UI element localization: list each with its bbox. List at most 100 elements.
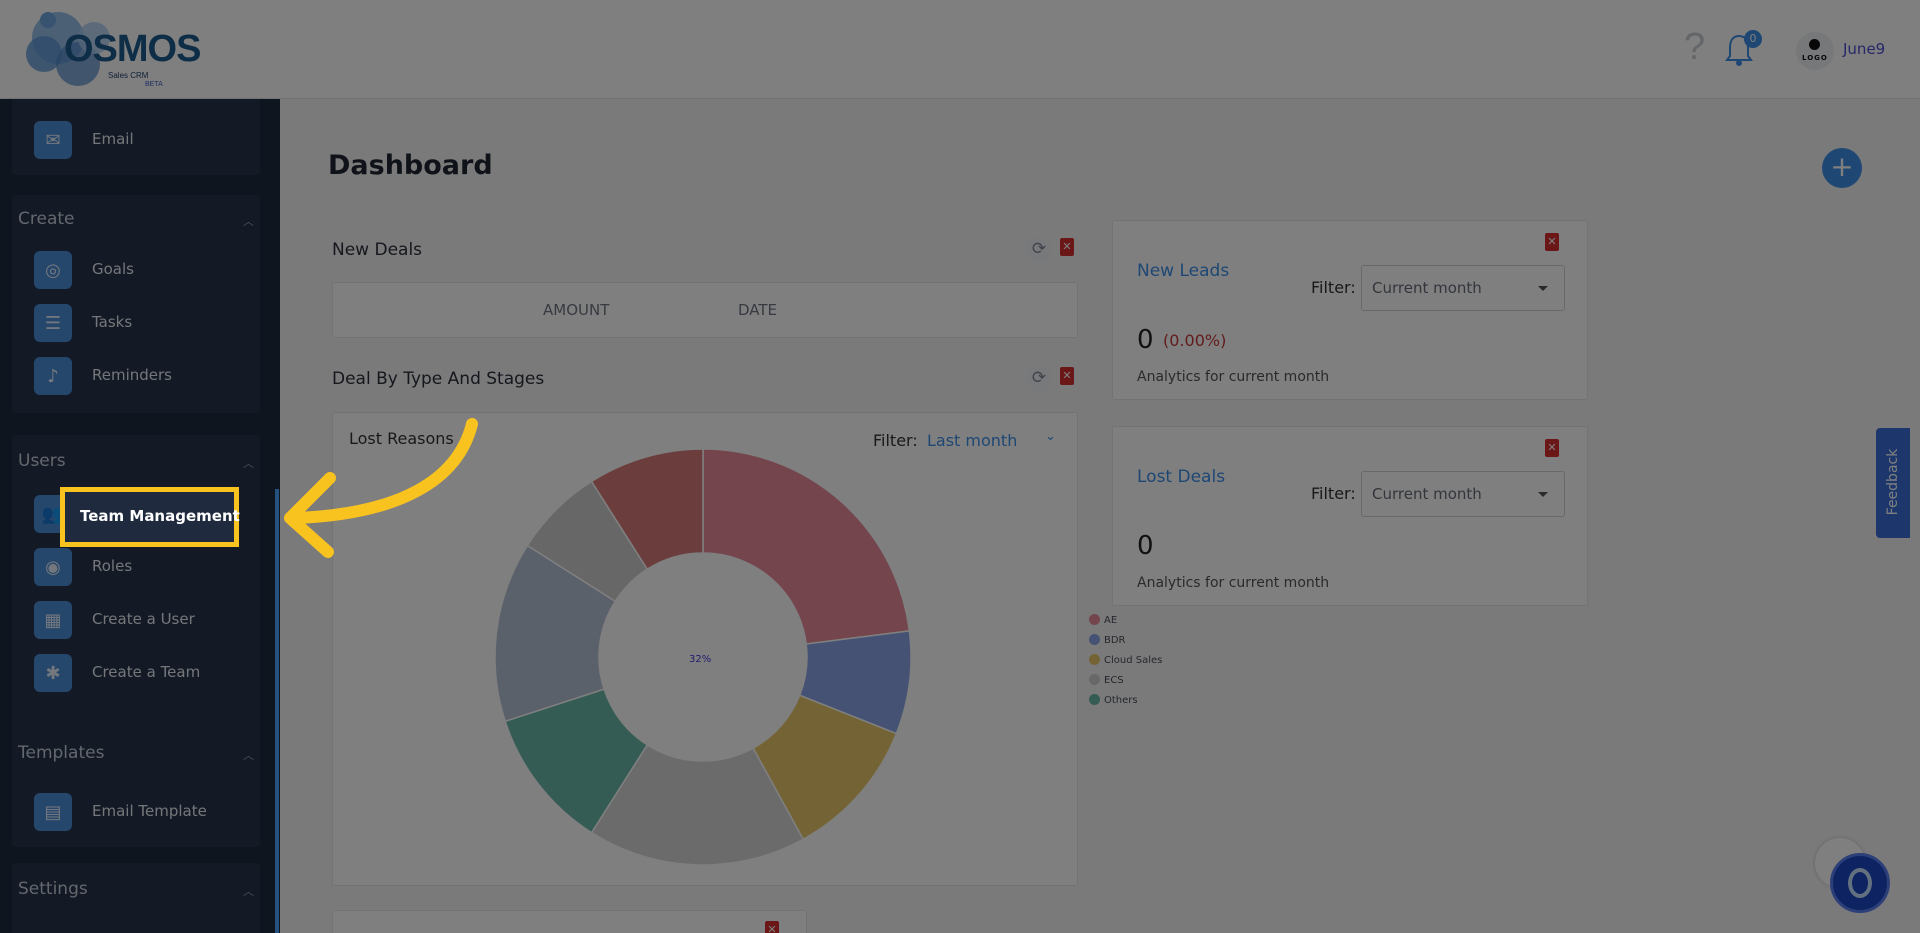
sidebar-scrollbar[interactable]: [275, 489, 279, 933]
delete-icon[interactable]: ✕: [1060, 367, 1074, 385]
sidebar-item-label: Email: [92, 130, 134, 148]
legend-item[interactable]: Others: [1089, 694, 1138, 706]
legend-item[interactable]: AE: [1089, 614, 1117, 626]
legend-dot-icon: [1089, 674, 1100, 685]
chat-button[interactable]: [1830, 853, 1890, 913]
delete-icon[interactable]: ✕: [1545, 233, 1559, 251]
sidebar-item-email-template[interactable]: ▤ Email Template: [34, 793, 254, 831]
filter-value: Current month: [1372, 279, 1482, 297]
column-header[interactable]: DATE: [738, 301, 778, 319]
lost-deals-title[interactable]: Lost Deals: [1137, 467, 1226, 487]
lost-deals-value: 0: [1137, 531, 1154, 561]
sidebar-top-card: ✉ Email: [12, 99, 260, 175]
legend-dot-icon: [1089, 634, 1100, 645]
new-leads-value: 0: [1137, 325, 1154, 355]
new-deals-title: New Deals: [332, 240, 423, 260]
avatar-label: LOGO: [1802, 54, 1828, 62]
chat-icon: [1848, 868, 1872, 898]
section-title[interactable]: Create: [18, 209, 75, 229]
grid-icon: ▦: [34, 601, 72, 639]
chevron-up-icon[interactable]: ︿: [243, 885, 254, 898]
chevron-up-icon[interactable]: ︿: [243, 215, 254, 228]
sidebar-item-goals[interactable]: ◎ Goals: [34, 251, 254, 289]
analytics-note: Analytics for current month: [1137, 575, 1330, 591]
feedback-tab[interactable]: Feedback: [1876, 428, 1910, 538]
sidebar-item-reminders[interactable]: ♪ Reminders: [34, 357, 254, 395]
envelope-icon: ✉: [34, 121, 72, 159]
sidebar-item-label: Goals: [92, 260, 134, 278]
bell-icon: ♪: [34, 357, 72, 395]
avatar[interactable]: LOGO: [1796, 32, 1834, 70]
filter-value: Current month: [1372, 485, 1482, 503]
pie-slice[interactable]: [702, 448, 911, 645]
filter-select[interactable]: Current month: [1361, 265, 1565, 311]
sidebar-section-create: Create ︿ ◎ Goals ☰ Tasks ♪ Reminders: [12, 195, 260, 413]
sidebar-section-settings: Settings ︿: [12, 863, 260, 933]
username[interactable]: June9: [1843, 40, 1886, 58]
group-icon: ✱: [34, 654, 72, 692]
sidebar-item-email[interactable]: ✉ Email: [34, 121, 254, 159]
sidebar-item-label: Tasks: [92, 313, 133, 331]
sidebar-item-roles[interactable]: ◉ Roles: [34, 548, 254, 586]
sidebar-item-label: Roles: [92, 557, 133, 575]
sidebar-item-label[interactable]: Team Management: [80, 507, 240, 525]
legend-item[interactable]: Cloud Sales: [1089, 654, 1162, 666]
section-title[interactable]: Templates: [18, 743, 105, 763]
lost-deals-card: ✕ Lost Deals Filter: Current month 0 Ana…: [1112, 426, 1588, 606]
add-widget-button[interactable]: +: [1822, 148, 1862, 188]
filter-select[interactable]: Last month: [927, 431, 1018, 450]
legend-item[interactable]: ECS: [1089, 674, 1124, 686]
chart-center-label: 32%: [689, 654, 712, 665]
sidebar-item-label: Create a User: [92, 610, 195, 628]
sidebar-item-label: Create a Team: [92, 663, 201, 681]
section-title[interactable]: Users: [18, 451, 66, 471]
document-icon: ▤: [34, 793, 72, 831]
top-header: OSMOS Sales CRM BETA ? 0 LOGO June9: [0, 0, 1920, 99]
new-leads-title[interactable]: New Leads: [1137, 261, 1230, 281]
new-leads-card: ✕ New Leads Filter: Current month 0 (0.0…: [1112, 220, 1588, 400]
osmos-logo[interactable]: OSMOS Sales CRM BETA: [24, 8, 201, 92]
delete-icon[interactable]: ✕: [765, 921, 779, 933]
deal-by-type-title: Deal By Type And Stages: [332, 369, 545, 389]
caret-down-icon: [1538, 286, 1548, 291]
section-title[interactable]: Settings: [18, 879, 88, 899]
chart-subtitle: Lost Reasons: [349, 429, 454, 448]
legend-dot-icon: [1089, 614, 1100, 625]
target-icon: ◎: [34, 251, 72, 289]
notification-badge: 0: [1744, 30, 1762, 48]
page-title: Dashboard: [328, 150, 493, 181]
refresh-icon[interactable]: ⟳: [1026, 236, 1052, 262]
legend-label: BDR: [1104, 635, 1126, 646]
highlight-box: [60, 487, 239, 547]
logo-subtitle: Sales CRM: [108, 71, 149, 80]
sidebar-item-create-team[interactable]: ✱ Create a Team: [34, 654, 254, 692]
checklist-icon: ☰: [34, 304, 72, 342]
legend-label: Others: [1104, 695, 1138, 706]
legend-item[interactable]: BDR: [1089, 634, 1126, 646]
sidebar-item-create-user[interactable]: ▦ Create a User: [34, 601, 254, 639]
new-leads-change: (0.00%): [1163, 331, 1227, 350]
bottom-card: ✕: [332, 910, 807, 933]
sidebar-section-templates: Templates ︿ ▤ Email Template: [12, 727, 260, 847]
chevron-up-icon[interactable]: ︿: [243, 457, 254, 470]
delete-icon[interactable]: ✕: [1545, 439, 1559, 457]
legend-label: Cloud Sales: [1104, 655, 1163, 666]
roles-icon: ◉: [34, 548, 72, 586]
filter-select[interactable]: Current month: [1361, 471, 1565, 517]
new-deals-table: AMOUNT DATE: [332, 282, 1078, 338]
question-icon[interactable]: ?: [1684, 26, 1706, 68]
legend-dot-icon: [1089, 654, 1100, 665]
refresh-icon[interactable]: ⟳: [1026, 365, 1052, 391]
chevron-down-icon[interactable]: ⌄: [1045, 429, 1056, 444]
filter-label: Filter:: [1311, 278, 1356, 297]
logo-beta: BETA: [145, 81, 163, 88]
legend-label: ECS: [1104, 675, 1124, 686]
avatar-logo-icon: [1809, 39, 1820, 50]
delete-icon[interactable]: ✕: [1060, 238, 1074, 256]
sidebar-item-label: Email Template: [92, 802, 207, 820]
column-header[interactable]: AMOUNT: [543, 301, 610, 319]
sidebar-item-tasks[interactable]: ☰ Tasks: [34, 304, 254, 342]
legend-dot-icon: [1089, 694, 1100, 705]
feedback-label: Feedback: [1885, 448, 1901, 516]
chevron-up-icon[interactable]: ︿: [243, 749, 254, 762]
